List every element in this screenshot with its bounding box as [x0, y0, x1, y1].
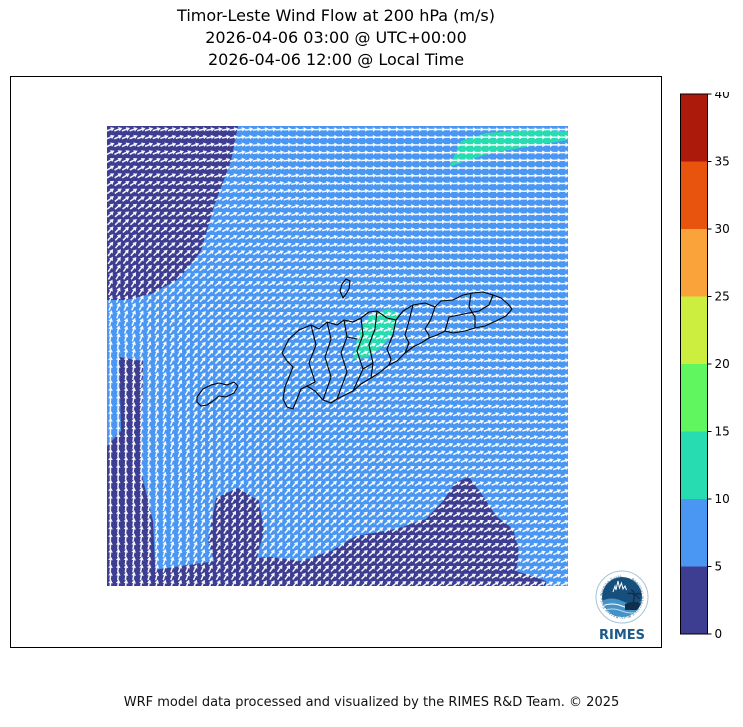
speed-region-northeast-fast-patch	[449, 129, 568, 167]
logo-wordmark: RIMES	[599, 628, 645, 643]
district-boundary	[306, 324, 317, 387]
district-boundary	[404, 304, 414, 354]
colorbar-tick-label: 15	[715, 425, 730, 439]
oecusse-enclave-outline	[196, 381, 239, 407]
map-axes: Regional Integrated Multi-Hazard Early W…	[10, 76, 662, 648]
colorbar-segment	[680, 364, 708, 432]
title-line-1: Timor-Leste Wind Flow at 200 hPa (m/s)	[177, 6, 495, 25]
rimes-logo: Regional Integrated Multi-Hazard Early W…	[591, 568, 649, 643]
colorbar-tick-label: 0	[715, 627, 723, 640]
figure-title: Timor-Leste Wind Flow at 200 hPa (m/s) 2…	[10, 5, 662, 71]
colorbar-segment	[680, 566, 708, 635]
colorbar-segment	[680, 499, 708, 567]
colorbar-tick-label: 35	[715, 155, 730, 169]
wind-arrows-layer	[107, 127, 568, 586]
colorbar-segment	[680, 296, 708, 365]
colorbar-tick-label: 10	[715, 492, 730, 506]
palm-tree-glyph	[627, 589, 642, 605]
colorbar-tick-label: 20	[715, 357, 730, 371]
colorbar: 0 5 10 15 20 25 30 35 40	[680, 87, 738, 644]
title-line-3: 2026-04-06 12:00 @ Local Time	[207, 50, 465, 69]
district-boundary	[468, 292, 476, 328]
seismic-wave-glyph	[612, 580, 627, 593]
district-boundary	[322, 321, 332, 401]
speed-field-layer	[107, 126, 568, 586]
title-line-2: 2026-04-06 03:00 @ UTC+00:00	[205, 28, 467, 47]
district-boundary	[352, 317, 364, 392]
district-boundary	[368, 310, 378, 379]
colorbar-segment	[680, 229, 708, 297]
coastline-layer	[196, 278, 513, 410]
colorbar-segment	[680, 94, 708, 162]
colorbar-tick-label: 40	[715, 92, 730, 101]
district-boundary	[424, 306, 436, 338]
district-boundary	[362, 362, 374, 370]
colorbar-segment	[680, 161, 708, 230]
colorbar-tick-label: 30	[715, 222, 730, 236]
colorbar-tick-label: 5	[715, 560, 723, 574]
colorbar-tick-label: 25	[715, 290, 730, 304]
district-boundary	[336, 319, 348, 400]
footer-credit: WRF model data processed and visualized …	[123, 695, 620, 710]
colorbar-segment	[680, 431, 708, 500]
atauro-island-outline	[339, 278, 351, 299]
wind-field-svg	[107, 126, 568, 586]
district-boundary	[444, 294, 494, 332]
district-boundary	[346, 336, 358, 340]
district-boundary	[386, 319, 397, 366]
